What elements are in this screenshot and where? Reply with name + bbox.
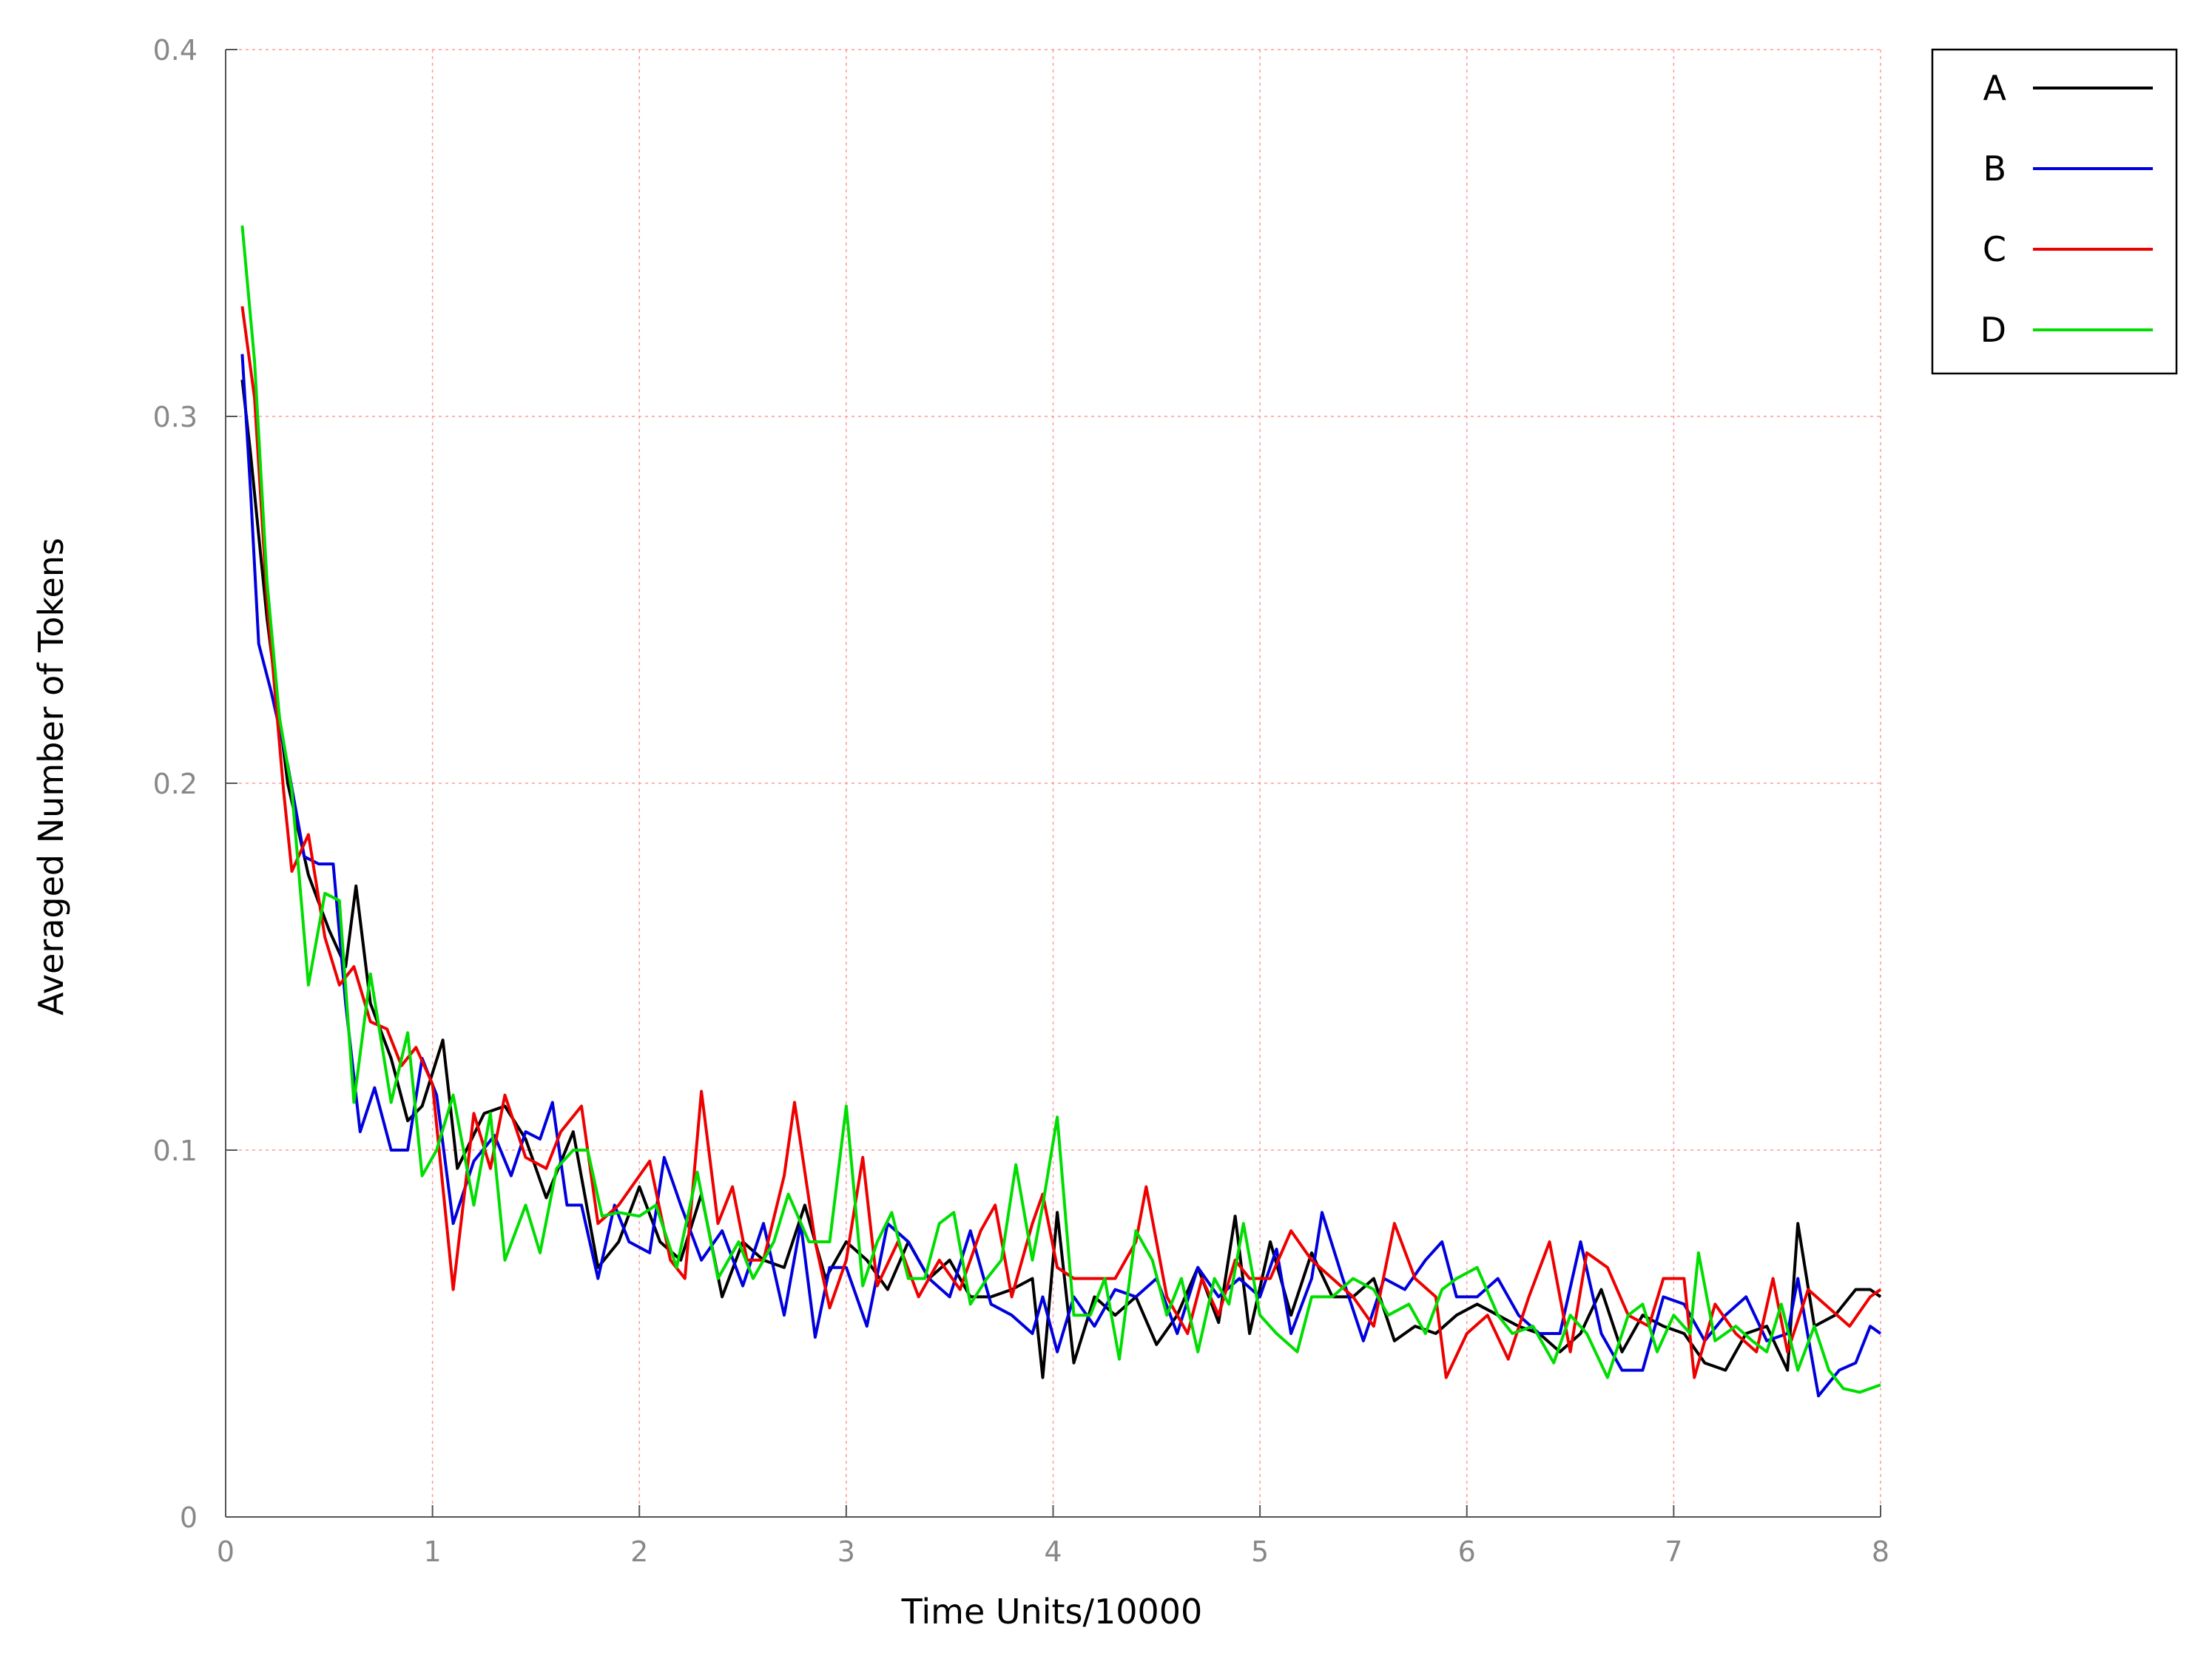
y-tick-label: 0.1 [153,1135,198,1167]
y-tick-label: 0 [180,1501,198,1534]
y-axis-title: Averaged Number of Tokens [31,538,71,1015]
x-axis-title: Time Units/10000 [901,1592,1203,1632]
x-tick-label: 6 [1458,1535,1476,1568]
x-tick-label: 2 [630,1535,648,1568]
legend: A BC D [1931,48,2178,375]
series-lines [240,225,1882,1398]
y-tick-label: 0.3 [153,401,198,433]
x-tick-label: 8 [1872,1535,1889,1568]
y-axis-ticks: 0 0.1 0.2 0.3 0.4 [153,34,237,1534]
x-tick-label: 0 [217,1535,235,1568]
x-tick-label: 1 [424,1535,442,1568]
legend-label-c: C [1983,229,2006,269]
x-tick-label: 5 [1251,1535,1269,1568]
legend-label-a: A [1983,68,2007,108]
series-line-b [240,354,1882,1398]
x-tick-label: 7 [1665,1535,1682,1568]
x-axis-ticks: 0 1 2 3 4 5 6 7 8 [217,1505,1889,1568]
legend-label-b: B [1983,149,2006,189]
y-tick-label: 0.2 [153,768,198,800]
legend-box [1931,48,2178,375]
y-tick-label: 0.4 [153,34,198,67]
legend-label-d: D [1980,310,2006,350]
series-line-a [240,379,1882,1379]
series-line-d [240,225,1881,1394]
x-tick-label: 4 [1044,1535,1062,1568]
x-tick-label: 3 [837,1535,855,1568]
series-line-c [240,305,1882,1379]
